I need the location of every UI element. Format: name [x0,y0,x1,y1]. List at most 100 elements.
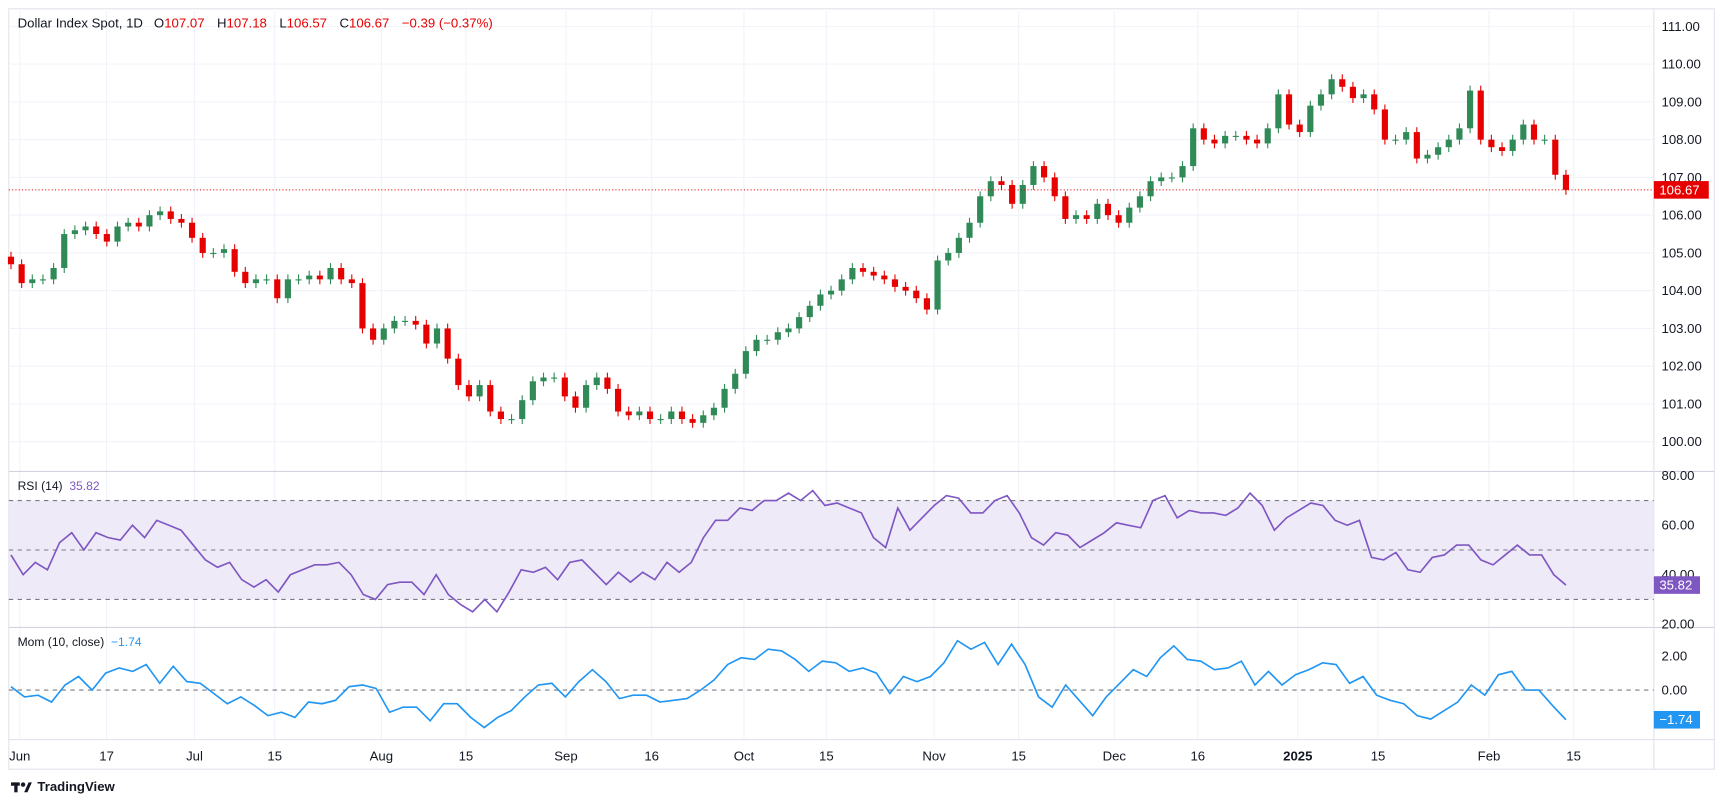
chart-border [8,8,1715,770]
price-axis-label: 107.00 [1662,170,1702,185]
candle-body [210,252,217,255]
candle-body [1445,139,1452,148]
last-price-tag [1653,181,1709,199]
candle-body [1062,196,1069,219]
candle-body [1403,132,1410,140]
candle-body [444,328,451,359]
candle-body [1040,166,1048,178]
time-axis-label: Dec [1103,748,1127,763]
candle-body [82,226,89,231]
candle-body [263,279,270,281]
candle-body [1190,128,1197,167]
time-axis-label: Oct [734,748,755,763]
candle-body [1488,139,1495,148]
rsi-name: RSI (14) [17,480,63,494]
candle-body [742,351,749,374]
mom-axis-label: 2.00 [1662,648,1688,663]
candle-body [157,211,164,216]
candle-body [1498,147,1506,151]
candle-body [295,279,302,281]
candle-body [604,377,611,389]
candle-body [913,290,920,299]
candle-body [732,373,739,389]
candle-body [1275,94,1282,129]
mom-axis-label: 0.00 [1662,683,1688,698]
candle-body [1371,94,1378,110]
price-axis-label: 101.00 [1662,396,1702,411]
symbol-title: Dollar Index Spot, 1D [17,15,143,31]
candle-body [955,237,962,253]
time-axis-label: 15 [1566,748,1581,763]
open-label: O [153,15,165,31]
rsi-value-tag-text: 35.82 [1659,577,1692,592]
open-value: 107.07 [164,15,205,31]
candle-body [1158,177,1165,182]
candle-body [252,279,260,284]
last-price-tag-text: 106.67 [1659,182,1699,197]
price-axis-label: 103.00 [1662,321,1702,336]
candle-body [945,252,952,261]
rsi-axis-label: 60.00 [1662,518,1695,533]
candle-body [178,218,185,223]
candle-body [433,328,441,344]
candle-body [998,181,1005,185]
candle-body [306,275,313,280]
candle-body [114,226,121,242]
candle-body [370,328,377,340]
candle-body [572,396,579,408]
candle-body [1530,124,1538,140]
candle-body [678,411,686,420]
candle-body [1083,215,1090,219]
candle-body [380,328,387,340]
candle-body [455,358,462,386]
candle-body [700,415,707,423]
candle-body [1211,139,1218,144]
high-label: H [216,15,227,31]
candle-body [61,234,68,269]
candle-body [1339,79,1346,87]
candle-body [987,181,994,197]
candle-body [167,211,174,219]
candle-body [1477,90,1484,140]
tradingview-logo-icon [10,782,32,793]
time-axis-label: 15 [267,748,282,763]
candle-body [636,411,643,416]
high-value: 107.18 [226,15,267,31]
candle-body [1243,135,1250,140]
candle-body [1126,207,1133,223]
candle-body [1552,139,1559,175]
candle-body [1520,124,1527,140]
candle-body [891,279,899,287]
price-axis-label: 100.00 [1662,434,1702,449]
candle-body [966,222,973,238]
candle-body [1179,166,1186,178]
candle-body [135,222,142,227]
candle-body [774,332,781,340]
tradingview-logo[interactable]: TradingView [10,779,115,795]
candle-body [646,411,654,420]
candle-body [1307,105,1314,133]
candle-body [412,320,419,325]
rsi-value-tag [1653,576,1700,594]
low-value: 106.57 [286,15,328,31]
candle-body [561,377,568,397]
candle-body [1222,135,1229,144]
candle-body [401,320,409,322]
branding-text: TradingView [37,779,115,795]
candle-body [710,407,717,416]
time-axis-label: Nov [922,748,946,763]
candle-body [242,271,249,284]
candle-body [583,385,590,408]
candle-body [487,385,494,412]
price-axis-label: 102.00 [1662,359,1702,374]
candle-body [188,222,196,238]
candle-body [29,279,36,284]
rsi-axis-label: 80.00 [1662,468,1695,483]
candle-body [923,298,930,310]
candle-body [497,411,504,420]
price-axis-label: 109.00 [1662,94,1702,109]
time-axis-label: Jul [186,748,203,763]
candle-body [39,279,47,281]
time-axis-label: 15 [819,748,834,763]
